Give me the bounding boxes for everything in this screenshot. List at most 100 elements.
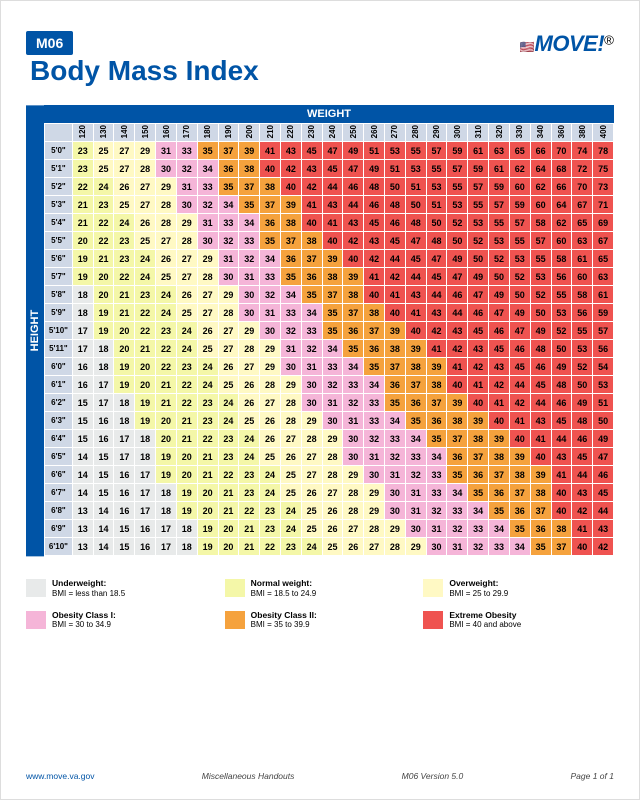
bmi-cell: 46 [509,340,530,358]
bmi-cell: 39 [239,142,260,160]
bmi-cell: 33 [364,412,385,430]
bmi-cell: 35 [447,466,468,484]
bmi-cell: 45 [385,232,406,250]
bmi-cell: 16 [114,484,135,502]
bmi-cell: 33 [280,304,301,322]
bmi-cell: 35 [322,304,343,322]
bmi-cell: 29 [280,376,301,394]
bmi-cell: 16 [114,502,135,520]
weight-header: 180 [197,124,218,142]
bmi-cell: 35 [530,538,551,556]
bmi-cell: 65 [509,142,530,160]
bmi-cell: 29 [176,214,197,232]
bmi-cell: 23 [239,484,260,502]
bmi-cell: 23 [135,286,156,304]
bmi-cell: 31 [239,268,260,286]
bmi-cell: 17 [93,376,114,394]
bmi-cell: 23 [114,232,135,250]
bmi-cell: 53 [489,232,510,250]
bmi-cell: 31 [156,142,177,160]
bmi-cell: 24 [135,250,156,268]
bmi-cell: 43 [447,322,468,340]
legend: Underweight:BMI = less than 18.5Normal w… [26,578,614,630]
bmi-cell: 22 [197,430,218,448]
bmi-cell: 41 [364,268,385,286]
bmi-cell: 48 [572,412,593,430]
bmi-cell: 20 [93,286,114,304]
bmi-cell: 30 [405,520,426,538]
bmi-cell: 51 [426,196,447,214]
bmi-cell: 18 [114,394,135,412]
bmi-cell: 30 [156,160,177,178]
bmi-cell: 50 [385,178,406,196]
legend-item: Obesity Class I:BMI = 30 to 34.9 [26,610,217,630]
bmi-cell: 37 [280,232,301,250]
bmi-cell: 26 [343,538,364,556]
bmi-cell: 42 [301,178,322,196]
bmi-cell: 64 [551,196,572,214]
bmi-cell: 40 [343,250,364,268]
bmi-cell: 37 [551,538,572,556]
bmi-cell: 20 [135,358,156,376]
bmi-cell: 56 [572,304,593,322]
bmi-cell: 17 [114,448,135,466]
bmi-cell: 32 [405,466,426,484]
bmi-cell: 27 [197,286,218,304]
bmi-cell: 40 [509,430,530,448]
bmi-cell: 27 [176,268,197,286]
weight-header: 160 [156,124,177,142]
logo-text: MOVE! [535,31,605,56]
bmi-cell: 60 [530,196,551,214]
bmi-cell: 48 [405,214,426,232]
bmi-cell: 22 [114,268,135,286]
bmi-cell: 41 [260,142,281,160]
bmi-cell: 55 [468,196,489,214]
bmi-chart: HEIGHT WEIGHT 12013014015016017018019020… [26,105,614,556]
footer-url[interactable]: www.move.va.gov [26,771,95,781]
bmi-cell: 13 [72,538,93,556]
bmi-cell: 38 [426,376,447,394]
bmi-cell: 15 [114,520,135,538]
bmi-cell: 37 [530,502,551,520]
height-label: 6'9" [45,520,73,538]
bmi-cell: 28 [135,160,156,178]
bmi-cell: 15 [93,466,114,484]
bmi-cell: 28 [156,214,177,232]
bmi-cell: 27 [218,322,239,340]
bmi-cell: 30 [385,502,406,520]
weight-header: 200 [239,124,260,142]
bmi-cell: 38 [322,268,343,286]
bmi-cell: 34 [509,538,530,556]
height-label: 6'10" [45,538,73,556]
bmi-cell: 16 [93,412,114,430]
bmi-cell: 29 [364,484,385,502]
bmi-cell: 37 [364,322,385,340]
bmi-cell: 34 [239,214,260,232]
bmi-cell: 47 [593,448,614,466]
bmi-cell: 16 [72,358,93,376]
bmi-cell: 35 [489,502,510,520]
bmi-cell: 52 [530,286,551,304]
bmi-cell: 33 [322,358,343,376]
bmi-cell: 50 [468,250,489,268]
bmi-cell: 21 [72,214,93,232]
bmi-table: 1201301401501601701801902002102202302402… [44,123,614,556]
bmi-cell: 42 [447,340,468,358]
bmi-cell: 33 [426,466,447,484]
bmi-cell: 33 [218,214,239,232]
bmi-cell: 50 [447,232,468,250]
bmi-cell: 61 [489,160,510,178]
bmi-cell: 51 [364,142,385,160]
bmi-cell: 45 [551,412,572,430]
legend-item: Obesity Class II:BMI = 35 to 39.9 [225,610,416,630]
bmi-cell: 22 [218,466,239,484]
bmi-cell: 20 [114,340,135,358]
bmi-cell: 69 [593,214,614,232]
legend-text: Obesity Class I:BMI = 30 to 34.9 [52,610,116,630]
bmi-cell: 31 [426,520,447,538]
bmi-cell: 57 [468,178,489,196]
bmi-cell: 14 [72,484,93,502]
bmi-cell: 34 [280,286,301,304]
bmi-cell: 38 [343,286,364,304]
height-label: 6'7" [45,484,73,502]
